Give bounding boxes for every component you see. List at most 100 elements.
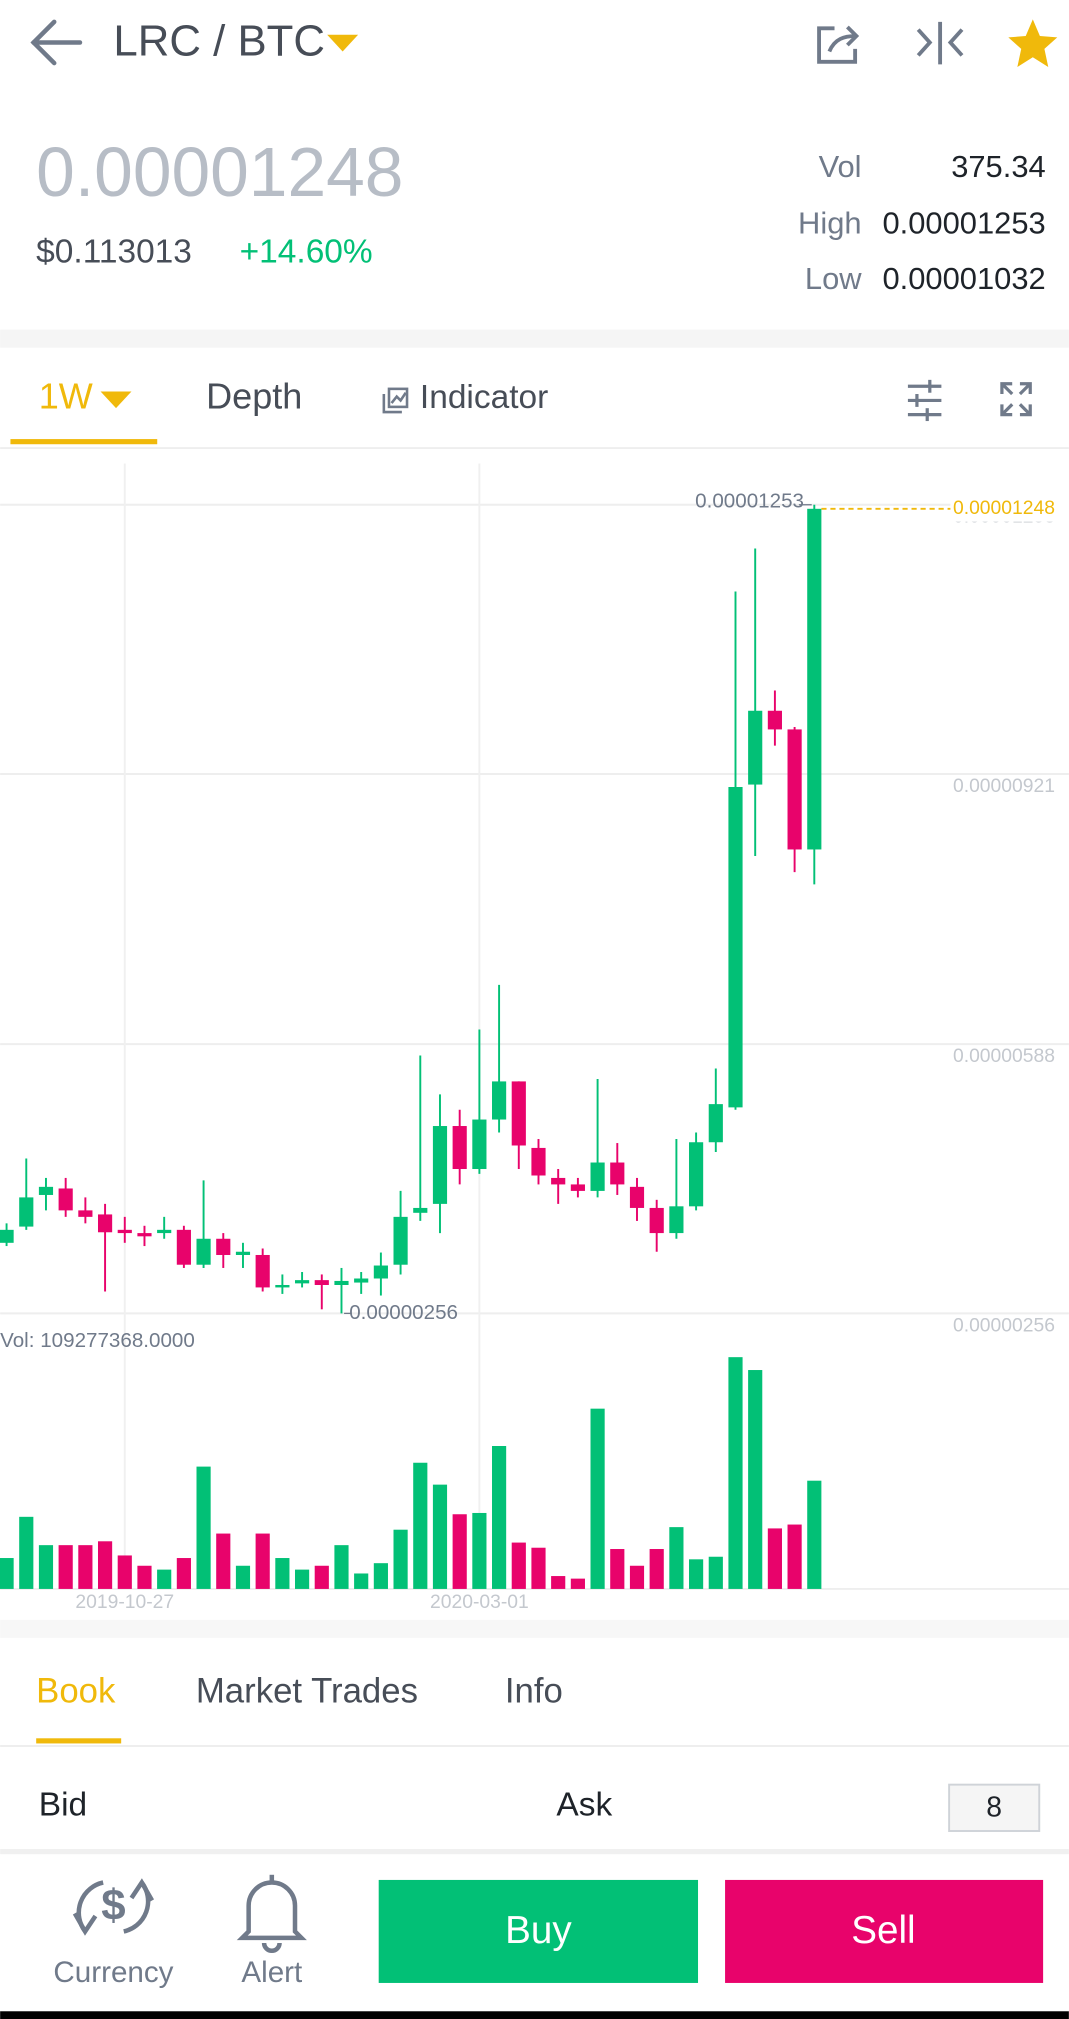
candle-body [472, 1119, 487, 1170]
favorite-star[interactable] [1008, 19, 1058, 67]
volume-bar [452, 1514, 467, 1589]
candle-body [649, 1207, 664, 1234]
settings-button[interactable] [907, 379, 942, 422]
share-button[interactable] [817, 25, 860, 64]
candle-body [176, 1229, 191, 1265]
depth-select-value[interactable]: 8 [986, 1792, 1002, 1824]
volume-bar [787, 1524, 802, 1589]
candle-body [728, 787, 743, 1108]
indicator-icon[interactable] [382, 387, 409, 414]
compare-button[interactable] [916, 21, 964, 65]
alert-icon[interactable] [236, 1874, 307, 1953]
candle-body [295, 1280, 310, 1284]
fullscreen-button[interactable] [1000, 382, 1032, 417]
candle-body [393, 1216, 408, 1265]
candle-body [334, 1280, 349, 1285]
volume-bar [334, 1545, 349, 1589]
volume-bar [393, 1529, 408, 1589]
low-label: 0.00000256 [349, 1301, 458, 1324]
y-tick-label: 0.00000921 [953, 776, 1055, 797]
stat-value: 375.34 [951, 149, 1045, 184]
trades-tab[interactable]: Market Trades [196, 1672, 418, 1710]
pair-dropdown[interactable] [327, 34, 359, 52]
last-price: 0.00001248 [36, 133, 403, 211]
candle-body [669, 1206, 684, 1234]
volume-bar [551, 1576, 566, 1589]
currency-label[interactable]: Currency [53, 1956, 173, 1989]
candle-body [492, 1081, 507, 1120]
candle-body [137, 1233, 152, 1237]
back-button[interactable] [30, 19, 83, 66]
volume-bar [216, 1533, 231, 1589]
candle-body [807, 508, 822, 850]
volume-bar [531, 1547, 546, 1589]
volume-label: Vol: 109277368.0000 [0, 1329, 195, 1352]
interval-dropdown[interactable] [100, 391, 132, 409]
volume-bar [117, 1555, 132, 1589]
depth-tab[interactable]: Depth [206, 376, 302, 417]
volume-bar [492, 1446, 507, 1589]
candle-body [570, 1184, 585, 1191]
candle-body [629, 1186, 645, 1208]
sell-label[interactable]: Sell [851, 1909, 915, 1952]
volume-bar [176, 1558, 191, 1589]
info-tab[interactable]: Info [505, 1672, 563, 1710]
last-price-label: 0.00001248 [953, 498, 1055, 519]
volume-bar [255, 1533, 270, 1589]
candle-body [551, 1177, 566, 1185]
volume-bar [354, 1573, 369, 1589]
volume-bar [570, 1578, 585, 1589]
volume-bar [137, 1565, 152, 1589]
buy-label[interactable]: Buy [505, 1909, 572, 1952]
candle-body [97, 1214, 113, 1233]
bar-shadow [0, 1849, 1069, 1855]
volume-bar [748, 1370, 763, 1589]
volume-bar [235, 1565, 251, 1589]
volume-bar [807, 1480, 822, 1589]
volume-bar [196, 1466, 211, 1589]
system-bar [0, 2011, 1069, 2019]
divider [0, 1619, 1069, 1638]
volume-bar [373, 1563, 388, 1589]
pair-title[interactable]: LRC / BTC [113, 16, 325, 65]
candle-body [432, 1126, 448, 1204]
candle-body [78, 1210, 93, 1217]
volume-bar [314, 1565, 329, 1589]
book-tab[interactable]: Book [36, 1672, 116, 1710]
last-price-bg [950, 495, 1069, 522]
candle-body [531, 1147, 546, 1176]
depth-select[interactable] [948, 1783, 1041, 1832]
svg-text:$: $ [101, 1881, 125, 1930]
candle-body [787, 729, 802, 850]
candle-body [767, 710, 782, 730]
indicator-tab[interactable]: Indicator [420, 379, 548, 416]
buy-button[interactable] [378, 1879, 699, 1983]
candle-body [511, 1081, 526, 1146]
candle-body [117, 1229, 132, 1234]
x-tick-label: 2019-10-27 [75, 1592, 174, 1613]
volume-bar [97, 1541, 113, 1589]
divider [0, 329, 1069, 348]
interval-tab[interactable]: 1W [39, 376, 93, 417]
alert-label[interactable]: Alert [241, 1956, 303, 1989]
candle-body [373, 1265, 388, 1279]
candle-body [235, 1251, 251, 1255]
volume-bar [708, 1556, 723, 1589]
volume-bar [669, 1527, 684, 1589]
currency-icon[interactable]: $ [72, 1878, 155, 1936]
y-tick-label: 0.00000256 [953, 1315, 1055, 1336]
candle-body [275, 1284, 290, 1288]
volume-bar [432, 1484, 448, 1589]
candle-body [196, 1238, 211, 1265]
candle-body [708, 1104, 723, 1143]
candle-body [590, 1162, 605, 1191]
stat-value: 0.00001032 [882, 261, 1045, 296]
candle-body [748, 710, 763, 785]
sell-button[interactable] [725, 1879, 1044, 1983]
volume-bar [472, 1512, 487, 1589]
volume-bar [157, 1569, 172, 1589]
candle-body [0, 1229, 14, 1243]
